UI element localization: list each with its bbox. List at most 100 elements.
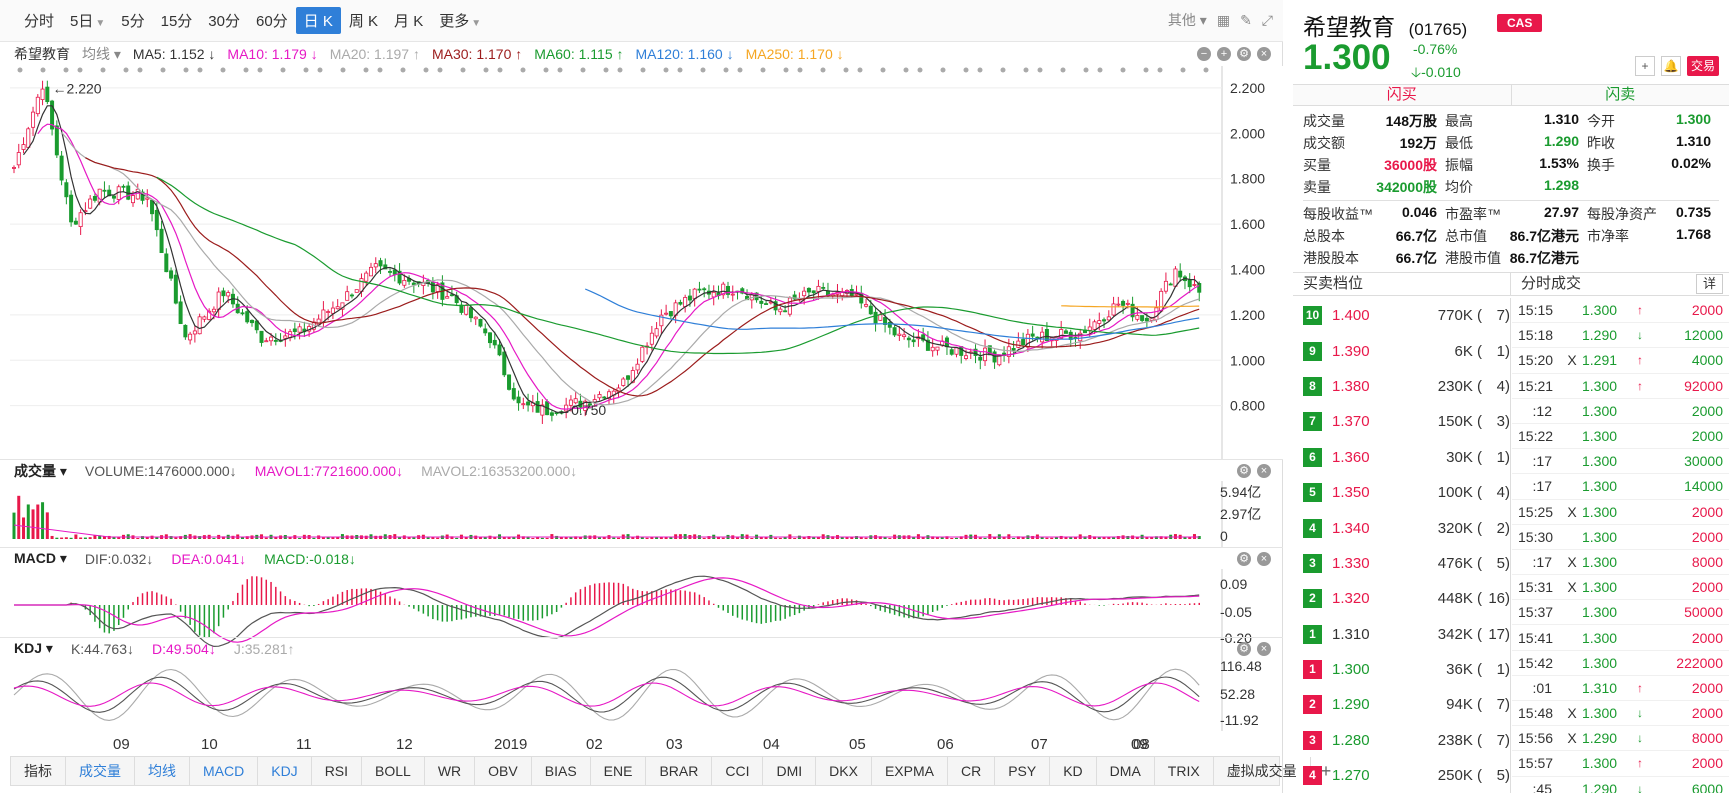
event-dot[interactable] xyxy=(423,67,429,73)
indicator-tab[interactable]: 成交量 xyxy=(66,757,135,785)
trade-button[interactable]: 交易 xyxy=(1686,56,1719,76)
event-dot[interactable] xyxy=(963,67,969,73)
event-dot[interactable] xyxy=(400,67,406,73)
gear-icon[interactable]: ⚙ xyxy=(1237,641,1251,656)
orderbook-row[interactable]: 1 1.300 36K (1) xyxy=(1293,652,1510,687)
tick-list[interactable]: 15:15 1.300 ↑ 2000 15:18 1.290 ↓ 12000 15:20 X 1.2… xyxy=(1512,298,1729,793)
event-dot[interactable] xyxy=(977,67,983,73)
orderbook-row[interactable]: 6 1.360 30K (1) xyxy=(1293,440,1510,475)
event-dot[interactable] xyxy=(257,67,263,73)
indicator-tab[interactable]: KD xyxy=(1050,757,1097,785)
event-dot[interactable] xyxy=(460,67,466,73)
event-dot[interactable] xyxy=(723,67,729,73)
event-dot[interactable] xyxy=(63,67,69,73)
gear-icon[interactable]: ⚙ xyxy=(1237,463,1251,478)
indicator-tab[interactable]: EXPMA xyxy=(872,757,948,785)
event-dot[interactable] xyxy=(520,67,526,73)
orderbook-row[interactable]: 10 1.400 770K (7) xyxy=(1293,298,1510,333)
event-dot[interactable] xyxy=(317,67,323,73)
period-tab[interactable]: 更多 ▼ xyxy=(439,13,482,30)
event-dot[interactable] xyxy=(220,67,226,73)
event-dot[interactable] xyxy=(903,67,909,73)
indicator-tab[interactable]: DMI xyxy=(763,757,817,785)
event-dot[interactable] xyxy=(340,67,346,73)
period-tab[interactable]: 5日 ▼ xyxy=(70,13,106,30)
event-dot[interactable] xyxy=(1203,67,1209,73)
orderbook-row[interactable]: 9 1.390 6K (1) xyxy=(1293,333,1510,368)
macd-chart[interactable]: 0.09-0.05-0.20 xyxy=(0,569,1283,661)
event-dot[interactable] xyxy=(677,67,683,73)
indicator-tab[interactable]: ENE xyxy=(591,757,647,785)
period-tab[interactable]: 5分 xyxy=(121,13,145,30)
indicator-tab[interactable]: CCI xyxy=(712,757,764,785)
close-icon[interactable]: × xyxy=(1257,47,1271,61)
ma-type-select[interactable]: 均线 ▾ xyxy=(82,46,121,62)
event-dot[interactable] xyxy=(797,67,803,73)
plus-icon[interactable]: + xyxy=(1217,47,1231,61)
orderbook-row[interactable]: 2 1.290 94K (7) xyxy=(1293,687,1510,722)
event-dot[interactable] xyxy=(1120,67,1126,73)
event-dot[interactable] xyxy=(437,67,443,73)
flash-buy-button[interactable]: 闪买 xyxy=(1293,85,1512,105)
indicator-tab[interactable]: RSI xyxy=(312,757,363,785)
event-dot[interactable] xyxy=(617,67,623,73)
period-tab[interactable]: 月 K xyxy=(394,13,424,30)
indicator-tab[interactable]: KDJ xyxy=(258,757,312,785)
volume-chart[interactable]: 5.94亿 2.97亿 0 xyxy=(0,481,1283,547)
event-dot[interactable] xyxy=(940,67,946,73)
indicator-tab[interactable]: PSY xyxy=(995,757,1051,785)
event-dot[interactable] xyxy=(137,67,143,73)
event-dot[interactable] xyxy=(880,67,886,73)
event-dot[interactable] xyxy=(1060,67,1066,73)
other-menu[interactable]: 其他 ▾ xyxy=(1167,12,1207,28)
event-dot[interactable] xyxy=(40,67,46,73)
event-dot[interactable] xyxy=(77,67,83,73)
event-dot[interactable] xyxy=(663,67,669,73)
event-dot[interactable] xyxy=(1143,67,1149,73)
period-tab[interactable]: 60分 xyxy=(255,13,288,30)
event-dot[interactable] xyxy=(303,67,309,73)
indicator-name[interactable]: 成交量 ▾ xyxy=(14,462,67,479)
add-indicator-icon[interactable]: + xyxy=(1320,760,1332,781)
indicator-tab[interactable]: DMA xyxy=(1097,757,1155,785)
event-dot[interactable] xyxy=(1157,67,1163,73)
orderbook-row[interactable]: 3 1.330 476K (5) xyxy=(1293,546,1510,581)
event-dot[interactable] xyxy=(917,67,923,73)
orderbook-row[interactable]: 4 1.270 250K (5) xyxy=(1293,758,1510,793)
event-dot[interactable] xyxy=(557,67,563,73)
orderbook-row[interactable]: 1 1.310 342K (17) xyxy=(1293,617,1510,652)
indicator-tab[interactable]: WR xyxy=(425,757,476,785)
event-dot[interactable] xyxy=(580,67,586,73)
event-dot[interactable] xyxy=(1180,67,1186,73)
event-dot[interactable] xyxy=(183,67,189,73)
event-dot[interactable] xyxy=(280,67,286,73)
event-dot[interactable] xyxy=(783,67,789,73)
indicator-tab[interactable]: BIAS xyxy=(532,757,591,785)
indicator-tab[interactable]: CR xyxy=(948,757,996,785)
indicator-tab[interactable]: DKX xyxy=(816,757,872,785)
event-dot[interactable] xyxy=(363,67,369,73)
event-dot[interactable] xyxy=(243,67,249,73)
orderbook-row[interactable]: 3 1.280 238K (7) xyxy=(1293,723,1510,758)
event-dot[interactable] xyxy=(1000,67,1006,73)
event-dot[interactable] xyxy=(543,67,549,73)
indicator-name[interactable]: MACD ▾ xyxy=(14,550,67,566)
event-dot[interactable] xyxy=(17,67,23,73)
indicator-tab[interactable]: 指标 xyxy=(11,757,66,785)
add-watchlist-button[interactable]: + xyxy=(1634,56,1655,76)
close-icon[interactable]: × xyxy=(1257,463,1271,478)
event-dot[interactable] xyxy=(1023,67,1029,73)
period-tab[interactable]: 周 K xyxy=(348,13,379,30)
indicator-tab[interactable]: TRIX xyxy=(1155,757,1214,785)
orderbook-row[interactable]: 4 1.340 320K (2) xyxy=(1293,510,1510,545)
event-dot[interactable] xyxy=(123,67,129,73)
orderbook-row[interactable]: 2 1.320 448K (16) xyxy=(1293,581,1510,616)
fullscreen-icon[interactable]: ⤢ xyxy=(1261,11,1273,28)
candlestick-chart[interactable]: 2.200 2.000 1.800 1.600 1.400 1.200 1.000 0.800… xyxy=(0,66,1283,459)
gear-icon[interactable]: ⚙ xyxy=(1237,47,1251,61)
event-dot[interactable] xyxy=(820,67,826,73)
indicator-tab[interactable]: 均线 xyxy=(135,757,190,785)
period-tab[interactable]: 15分 xyxy=(160,13,193,30)
event-dot[interactable] xyxy=(603,67,609,73)
event-dot[interactable] xyxy=(377,67,383,73)
